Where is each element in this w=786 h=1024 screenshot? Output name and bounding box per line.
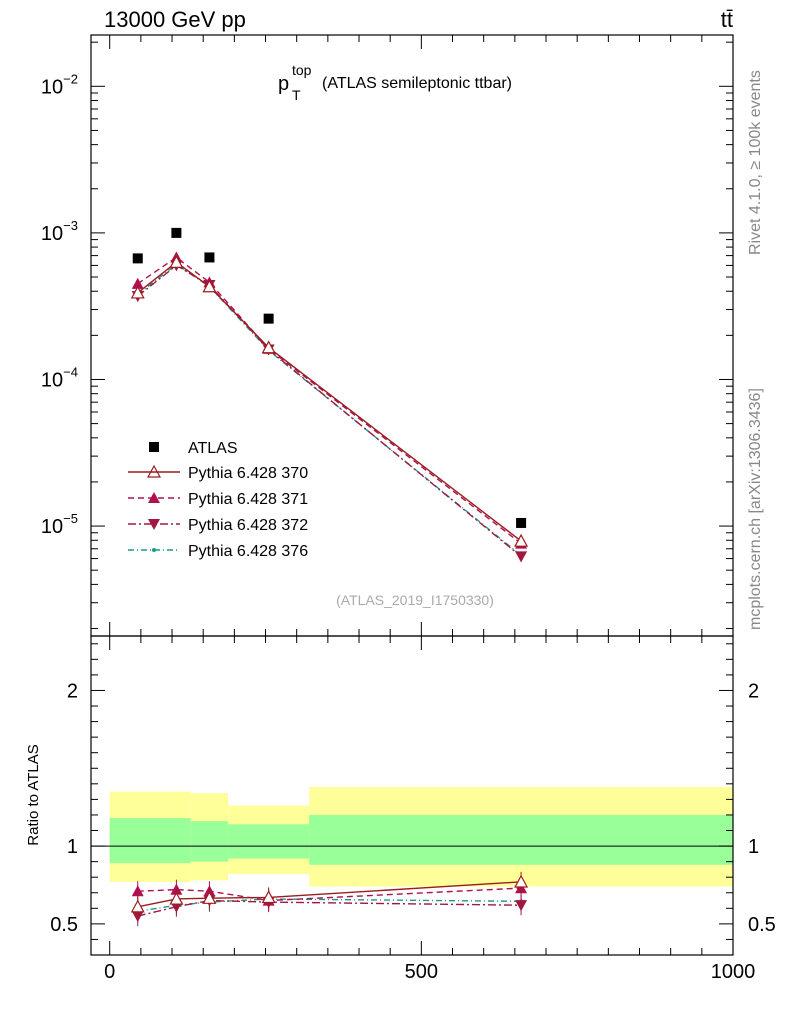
title-sub: T [292,87,301,103]
title-rest: (ATLAS semileptonic ttbar) [322,75,512,92]
atlas-data-point [204,252,215,263]
ratio-xtick-label: 500 [405,961,438,983]
legend-label-371: Pythia 6.428 371 [188,491,308,508]
series-line-3 [137,263,522,557]
atlas-data-point [171,227,182,238]
band-green-0 [109,818,191,864]
series-point-1 [131,277,144,289]
band-green-1 [190,821,229,862]
legend-marker-370 [146,464,162,478]
main-ytick-label: 10−5 [41,511,78,538]
series-point-2 [515,551,528,563]
ratio-line-2 [137,899,522,917]
main-ytick-label: 10−3 [41,218,78,245]
band-green-2 [228,824,310,859]
ratio-line-3 [137,898,522,913]
ratio-plot: 0 500 1000 0.5 0.5 1 1 2 2 [50,635,776,983]
series-point-0 [261,340,276,354]
ratio-point-2 [515,900,528,912]
ratio-ytick-label-right: 2 [748,680,759,702]
legend-marker-atlas [149,442,159,452]
legend-label-370: Pythia 6.428 370 [188,465,308,482]
title-p: p [278,73,289,95]
ratio-ylabel: Ratio to ATLAS [25,744,42,845]
header-left: 13000 GeV pp [104,7,246,32]
band-green-3 [309,814,733,865]
legend: ATLAS Pythia 6.428 370 Pythia 6.428 371 … [128,440,308,560]
ratio-ytick-label-left: 0.5 [50,914,78,936]
legend-marker-372 [148,519,160,530]
ratio-ytick-label-right: 1 [748,836,759,858]
atlas-data-point [516,517,527,528]
atlas-data-point [132,253,143,264]
series-point-0 [514,533,529,547]
legend-label-376: Pythia 6.428 376 [188,543,308,560]
series-line-2 [137,264,522,558]
ratio-point-1 [131,885,144,897]
main-plot: 10−2 10−3 10−4 10−5 [41,34,734,637]
ratio-frame [90,635,734,956]
ratio-point-0 [261,890,276,904]
title-sup: top [292,62,312,78]
main-ytick-label: 10−2 [41,71,78,98]
legend-marker-371 [148,492,160,503]
rivet-label: Rivet 4.1.0, ≥ 100k events [747,70,764,255]
ratio-point-0 [202,890,217,904]
ratio-point-0 [130,899,145,913]
mcplots-label: mcplots.cern.ch [arXiv:1306.3436] [747,388,764,630]
legend-label-atlas: ATLAS [188,440,238,457]
series-point-0 [202,279,217,293]
ratio-point-0 [169,891,184,905]
series-point-0 [169,255,184,269]
header-right: tt̄ [721,7,733,32]
legend-marker-376 [152,548,156,552]
plot-title: p top T (ATLAS semileptonic ttbar) [278,62,512,103]
ratio-xtick-label: 0 [104,961,115,983]
ratio-ytick-label-right: 0.5 [748,914,776,936]
ratio-xtick-label: 1000 [711,961,756,983]
ratio-ytick-label-left: 2 [67,680,78,702]
legend-label-372: Pythia 6.428 372 [188,517,308,534]
series-line-1 [137,256,522,545]
series-point-0 [130,285,145,299]
analysis-label: (ATLAS_2019_I1750330) [336,592,494,608]
ratio-point-0 [514,874,529,888]
atlas-data-point [263,313,274,324]
main-ytick-label: 10−4 [41,364,78,391]
ratio-ytick-label-left: 1 [67,836,78,858]
